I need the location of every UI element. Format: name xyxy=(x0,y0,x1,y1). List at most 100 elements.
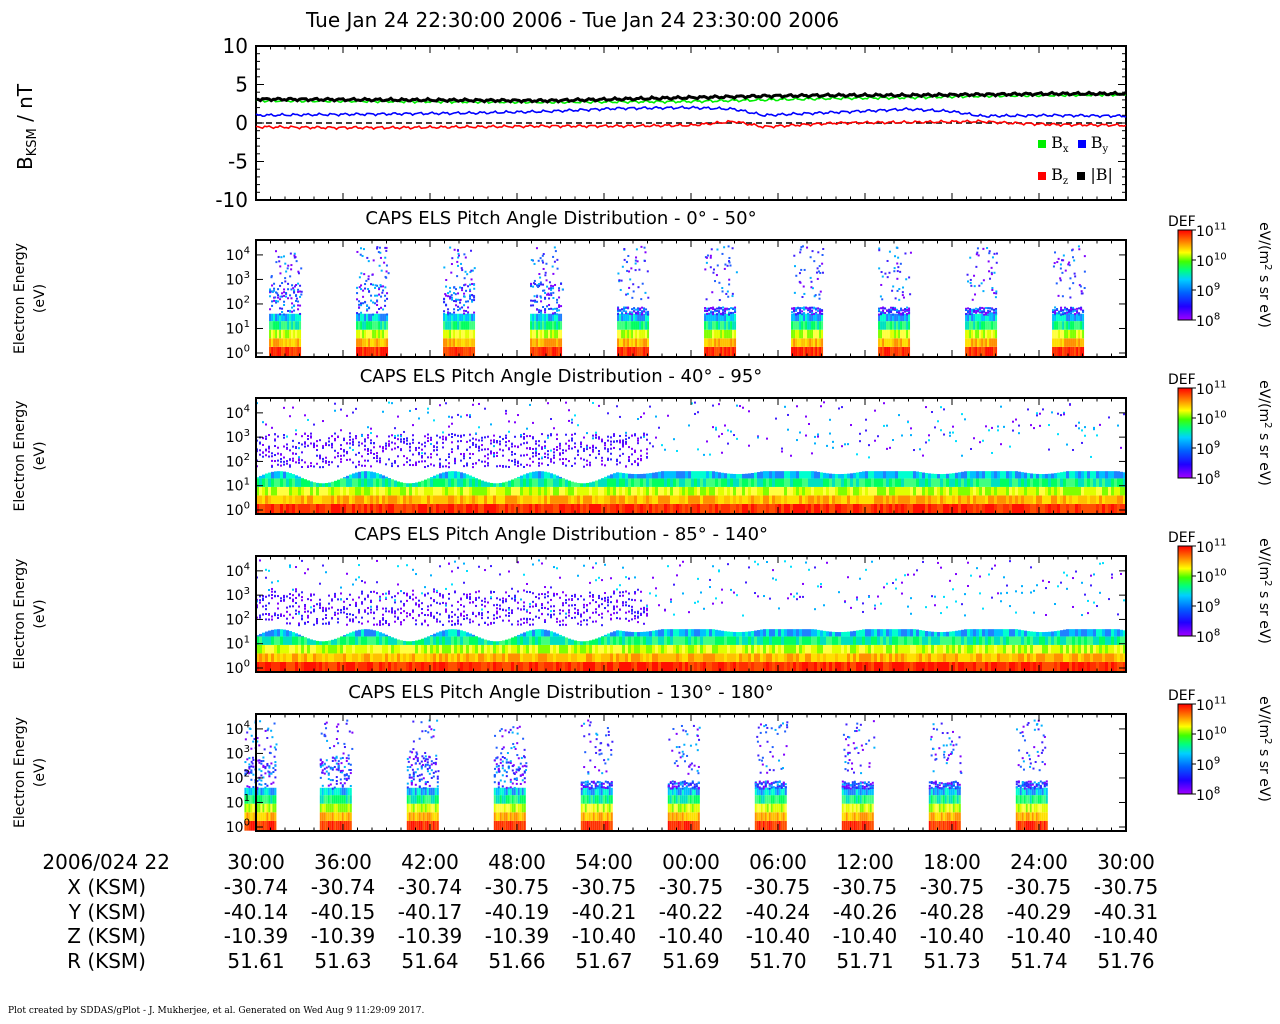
flux-pixel xyxy=(529,447,531,450)
energy-band xyxy=(1027,495,1030,504)
energy-band xyxy=(412,495,415,504)
flux-pixel xyxy=(427,440,429,443)
energy-band xyxy=(772,495,775,504)
energy-band xyxy=(262,653,265,662)
flux-pixel xyxy=(904,310,907,313)
energy-band xyxy=(946,495,949,504)
colorbar-label: DEF xyxy=(1168,372,1196,388)
flux-pixel xyxy=(559,458,561,461)
flux-pixel xyxy=(1068,309,1071,312)
energy-band xyxy=(331,495,334,504)
flux-pixel xyxy=(461,269,464,272)
energy-band xyxy=(364,495,367,504)
energy-band xyxy=(447,329,450,339)
flux-pixel xyxy=(520,463,522,466)
energy-band xyxy=(275,346,278,357)
energy-band xyxy=(275,313,278,322)
energy-band xyxy=(797,313,800,322)
flux-pixel xyxy=(376,246,379,249)
energy-band xyxy=(708,313,711,322)
flux-pixel xyxy=(574,414,576,417)
flux-pixel xyxy=(622,452,624,455)
energy-band xyxy=(673,486,676,496)
energy-band xyxy=(745,495,748,504)
energy-band xyxy=(633,338,636,347)
energy-band xyxy=(469,313,472,322)
energy-band xyxy=(844,495,847,504)
flux-pixel xyxy=(816,267,819,270)
energy-band xyxy=(722,346,725,357)
flux-pixel xyxy=(511,450,513,453)
energy-band xyxy=(952,495,955,504)
energy-band xyxy=(727,473,730,479)
flux-pixel xyxy=(1071,256,1074,259)
energy-band xyxy=(540,346,543,357)
energy-band xyxy=(568,503,571,514)
energy-band xyxy=(271,495,274,504)
energy-band xyxy=(742,486,745,496)
energy-band xyxy=(949,473,952,479)
energy-band xyxy=(268,472,271,479)
energy-band xyxy=(646,478,649,487)
flux-pixel xyxy=(352,411,354,414)
flux-pixel xyxy=(289,309,292,312)
flux-pixel xyxy=(1054,251,1057,254)
flux-pixel xyxy=(985,306,988,309)
flux-pixel xyxy=(471,294,474,297)
energy-band xyxy=(319,483,322,487)
energy-band xyxy=(631,503,634,514)
flux-pixel xyxy=(322,457,324,460)
energy-band xyxy=(473,313,476,322)
flux-pixel xyxy=(287,264,290,267)
energy-band xyxy=(307,503,310,514)
energy-band xyxy=(301,661,304,672)
flux-pixel xyxy=(367,434,369,437)
flux-pixel xyxy=(511,459,513,462)
flux-pixel xyxy=(637,439,639,442)
energy-band xyxy=(285,313,288,322)
energy-band xyxy=(871,478,874,487)
flux-pixel xyxy=(424,460,426,463)
flux-pixel xyxy=(439,466,441,469)
energy-band xyxy=(1120,495,1123,504)
flux-pixel xyxy=(718,435,720,438)
flux-pixel xyxy=(304,441,306,444)
flux-pixel xyxy=(723,267,726,270)
energy-band xyxy=(443,329,446,339)
flux-pixel xyxy=(989,312,992,315)
energy-band xyxy=(795,313,798,322)
flux-pixel xyxy=(277,296,280,299)
energy-band xyxy=(540,329,543,339)
energy-band xyxy=(634,503,637,514)
energy-band xyxy=(1072,321,1075,330)
flux-pixel xyxy=(979,311,982,314)
energy-band xyxy=(374,321,377,330)
flux-pixel xyxy=(433,449,435,452)
energy-band xyxy=(1093,495,1096,504)
energy-band xyxy=(745,478,748,487)
energy-band xyxy=(592,481,595,487)
energy-band xyxy=(1078,486,1081,496)
energy-band xyxy=(1052,338,1055,347)
flux-pixel xyxy=(552,272,555,275)
energy-band xyxy=(301,635,304,637)
flux-pixel xyxy=(283,288,286,291)
flux-pixel xyxy=(340,447,342,450)
flux-pixel xyxy=(1000,405,1002,408)
energy-band xyxy=(817,486,820,496)
flux-pixel xyxy=(370,442,372,445)
flux-pixel xyxy=(1003,425,1005,428)
energy-band xyxy=(1108,495,1111,504)
energy-band xyxy=(1039,474,1042,479)
flux-pixel xyxy=(718,281,721,284)
flux-pixel xyxy=(900,309,903,312)
flux-pixel xyxy=(607,458,609,461)
energy-band xyxy=(712,503,715,514)
flux-pixel xyxy=(793,308,796,311)
flux-pixel xyxy=(448,462,450,465)
flux-pixel xyxy=(878,267,881,270)
energy-band xyxy=(988,471,991,479)
flux-pixel xyxy=(472,443,474,446)
flux-pixel xyxy=(464,256,467,259)
energy-band xyxy=(757,486,760,496)
